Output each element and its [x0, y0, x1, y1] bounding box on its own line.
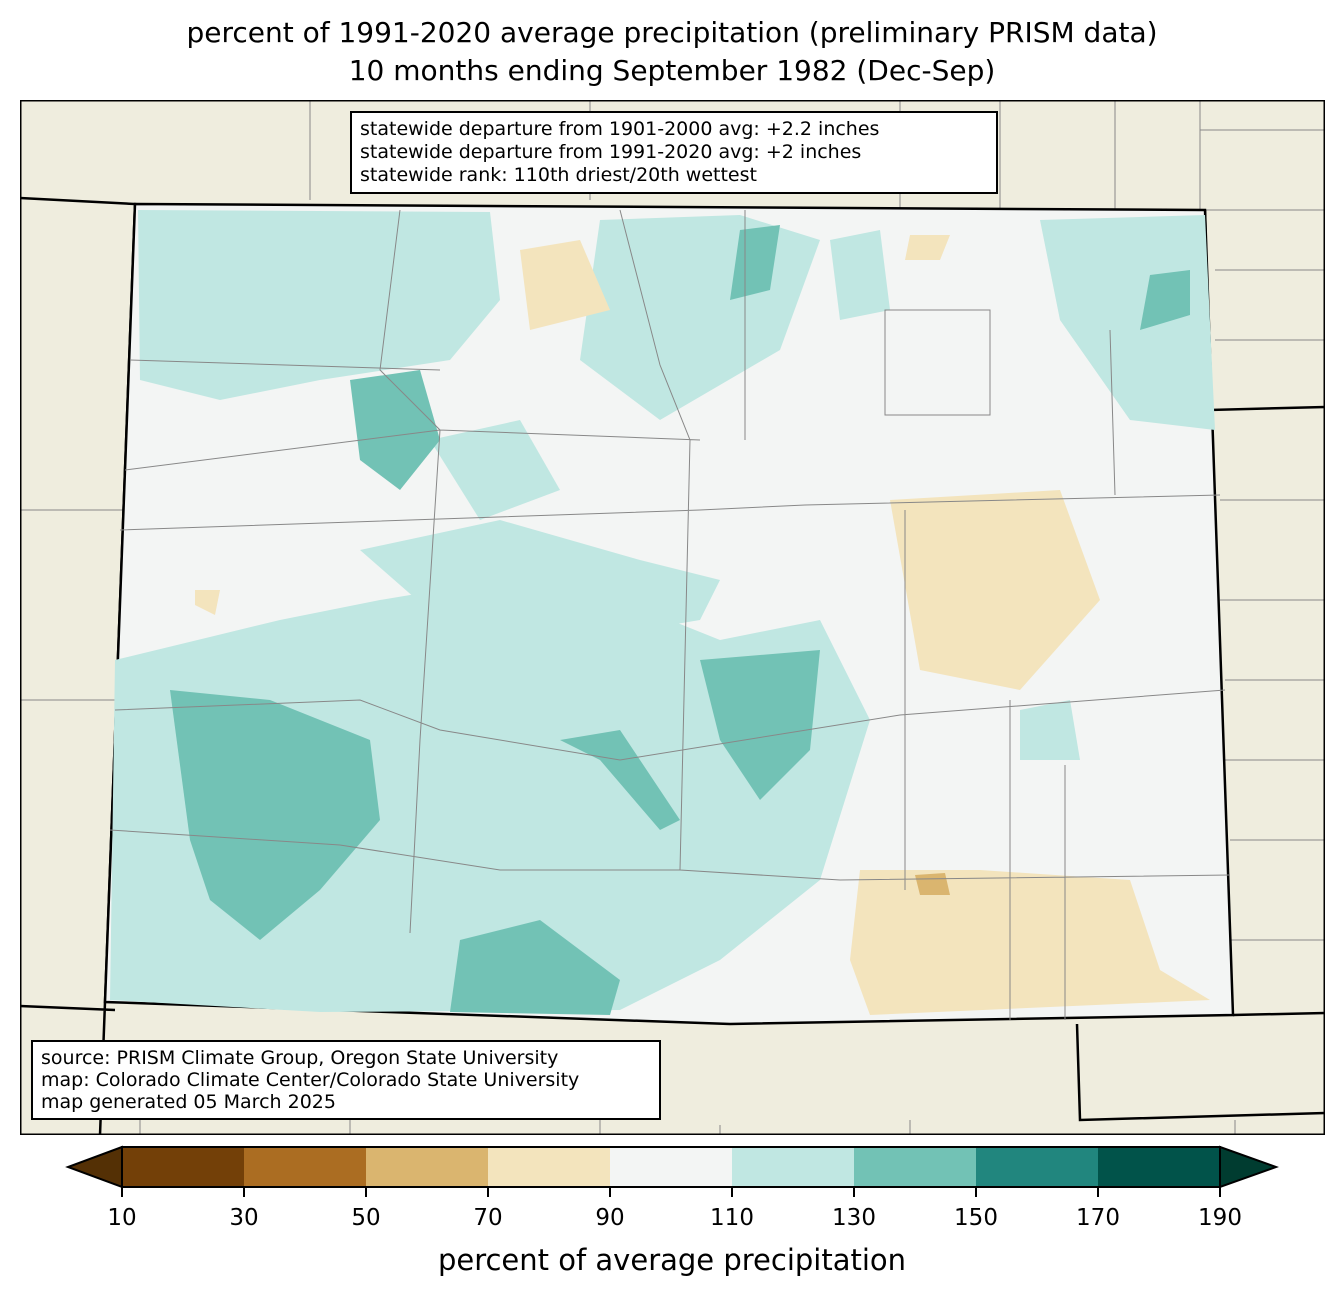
colorbar-bin: [610, 1147, 733, 1187]
departure-1901-2000: statewide departure from 1901-2000 avg: …: [360, 118, 880, 140]
colorbar-tick-label: 170: [1076, 1205, 1120, 1231]
precip-70-90-zones: [195, 235, 1210, 1015]
map-title: percent of 1991-2020 average precipitati…: [186, 16, 1158, 49]
colorbar-tick-label: 30: [229, 1205, 259, 1231]
colorbar-tick-label: 10: [107, 1205, 137, 1231]
precipitation-map: [20, 100, 1325, 1135]
source-box: source: PRISM Climate Group, Oregon Stat…: [31, 1040, 661, 1120]
colorbar-tick-label: 190: [1198, 1205, 1242, 1231]
colorado-state: [103, 202, 1235, 1026]
source-line: source: PRISM Climate Group, Oregon Stat…: [41, 1047, 559, 1069]
colorbar-tick-label: 130: [832, 1205, 876, 1231]
colorbar-outline: [121, 1146, 1221, 1188]
colorbar: [65, 1145, 1279, 1197]
statewide-rank: statewide rank: 110th driest/20th wettes…: [360, 164, 757, 186]
map-credit-line: map: Colorado Climate Center/Colorado St…: [41, 1069, 580, 1091]
precip-150-170-zones: [170, 225, 1190, 1015]
colorbar-over-extend: [1219, 1145, 1279, 1189]
colorbar-bin: [976, 1147, 1099, 1187]
colorbar-bin: [122, 1147, 245, 1187]
generated-date-line: map generated 05 March 2025: [41, 1091, 336, 1113]
departure-1991-2020: statewide departure from 1991-2020 avg: …: [360, 141, 862, 163]
colorbar-tick-label: 70: [473, 1205, 503, 1231]
colorbar-bin: [366, 1147, 489, 1187]
colorbar-bin: [488, 1147, 611, 1187]
colorbar-tick-label: 110: [710, 1205, 754, 1231]
colorbar-bin: [732, 1147, 855, 1187]
statewide-stats-box: statewide departure from 1901-2000 avg: …: [350, 111, 998, 194]
colorbar-bin: [854, 1147, 977, 1187]
map-subtitle: 10 months ending September 1982 (Dec-Sep…: [348, 54, 996, 87]
colorbar-bin: [244, 1147, 367, 1187]
precip-50-70-zone: [915, 873, 950, 895]
colorbar-under-extend: [65, 1145, 123, 1189]
colorbar-tick-label: 150: [954, 1205, 998, 1231]
colorbar-bin: [1098, 1147, 1221, 1187]
colorbar-tick-label: 90: [595, 1205, 625, 1231]
colorbar-label: percent of average precipitation: [437, 1243, 907, 1277]
county-lines: [109, 209, 1231, 1020]
map-frame: [20, 100, 1325, 1135]
colorbar-tick-label: 50: [351, 1205, 381, 1231]
